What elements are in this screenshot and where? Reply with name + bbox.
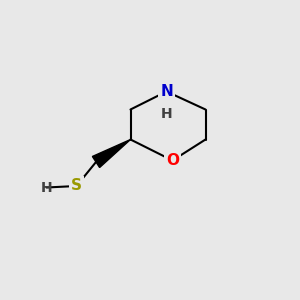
- Text: S: S: [71, 178, 82, 194]
- Text: N: N: [160, 84, 173, 99]
- Polygon shape: [92, 140, 130, 167]
- Text: H: H: [41, 181, 52, 194]
- Text: O: O: [166, 153, 179, 168]
- Text: H: H: [161, 107, 172, 121]
